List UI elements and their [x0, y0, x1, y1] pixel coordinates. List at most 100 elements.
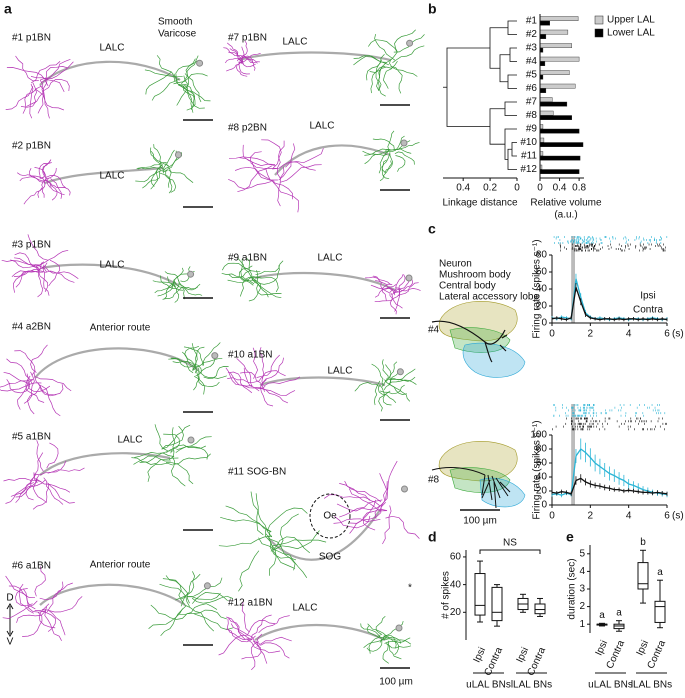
soma [174, 151, 182, 159]
neurite-arbor [238, 550, 260, 592]
group-label: lLAL BNs [511, 680, 552, 691]
neurite-arbor [170, 444, 206, 454]
neurite-trunk [254, 271, 396, 291]
neurite-arbor [162, 578, 190, 604]
neurite-arbor [168, 427, 176, 461]
neurite-arbor [193, 357, 223, 371]
neurite-arbor [389, 368, 416, 381]
neurite-arbor [17, 172, 44, 179]
bar [539, 56, 580, 62]
bar [539, 83, 576, 89]
neurite-arbor [198, 367, 206, 395]
neurite-arbor [34, 167, 47, 185]
neurite-arbor [270, 543, 308, 578]
category-label: #2 [526, 29, 538, 40]
neurite-arbor [38, 162, 52, 179]
neurite-arbor [153, 144, 164, 168]
panel-label: a [4, 1, 12, 17]
neurite-arbor [47, 482, 75, 504]
neurite-arbor [142, 170, 161, 189]
neurite-arbor [384, 152, 394, 174]
bar [539, 29, 569, 35]
neurite-trunk [259, 376, 386, 387]
neurite-arbor [150, 604, 187, 620]
neurite-arbor [389, 58, 418, 77]
neurite-arbor [378, 66, 386, 97]
neurite-arbor [176, 445, 209, 460]
dendrogram-branch [511, 142, 517, 157]
orientation-arrowheads [6, 603, 14, 637]
neurite-arbor [225, 505, 271, 533]
bar [539, 88, 547, 94]
neurite-arbor [18, 583, 34, 614]
neurite-arbor [247, 639, 281, 654]
neurite-arbor [375, 280, 399, 293]
bar [539, 169, 580, 175]
route-label: LALC [99, 171, 124, 182]
legend-label: Ipsi [640, 291, 656, 302]
neurite-arbor [159, 583, 191, 607]
neurite-arbor [13, 270, 35, 293]
neurite-arbor [263, 376, 301, 387]
neurite-arbor [395, 155, 406, 172]
y-tick-label: 60 [536, 267, 548, 278]
neurite-arbor [268, 531, 296, 569]
neurite-arbor [246, 257, 260, 285]
neurite-trunk [239, 51, 391, 62]
group-label: lLAL BNs [631, 680, 672, 691]
landmark-label: Oe [323, 511, 337, 522]
neurite-arbor [368, 634, 381, 654]
neurite-arbor [364, 154, 388, 165]
neurite-arbor [5, 86, 34, 110]
dendrogram-branch [507, 148, 517, 170]
x-tick-label: 0.2 [483, 183, 497, 194]
neurite-arbor [3, 371, 42, 385]
neurite-arbor [279, 164, 322, 183]
neurite-arbor [250, 151, 277, 169]
neurite-arbor [372, 138, 395, 150]
neurite-arbor [150, 166, 162, 190]
neurite-arbor [192, 346, 205, 371]
landmark-outline [309, 493, 351, 539]
neurite-arbor [178, 279, 198, 290]
category-label: #12 [520, 164, 537, 175]
neurite-arbor [239, 53, 261, 60]
neurite-arbor [336, 503, 382, 512]
category-label: #1 [526, 16, 538, 27]
y-tick-label: 20 [536, 486, 548, 497]
neurite-arbor [37, 177, 46, 198]
neurite-arbor [390, 65, 403, 94]
category-label: #10 [520, 137, 537, 148]
neurite-arbor [148, 608, 183, 629]
y-tick-label: 5 [579, 548, 585, 559]
neurite-arbor [197, 369, 227, 379]
neurite-arbor [379, 384, 392, 406]
neurite-arbor [228, 156, 276, 167]
neurite-arbor [381, 159, 390, 180]
neurite-arbor [37, 80, 44, 114]
legend-label: Varicose [158, 29, 197, 40]
box [534, 603, 546, 615]
category-label: #11 [521, 151, 537, 162]
neurite-arbor [178, 83, 211, 102]
bar [539, 16, 579, 22]
neurite-arbor [165, 575, 185, 605]
neurite-arbor [374, 380, 381, 406]
neurite-arbor [221, 272, 254, 286]
neurite-arbor [185, 60, 199, 89]
panel-label: c [428, 221, 436, 237]
neurite-arbor [5, 482, 35, 504]
neurite-arbor [133, 455, 171, 465]
neurite-arbor [226, 616, 252, 640]
neurite-arbor [374, 481, 388, 519]
neurite-arbor [49, 184, 71, 196]
axis-unit: (s) [672, 329, 684, 340]
scale-bar-label: 100 µm [379, 677, 413, 688]
neurite-arbor [164, 271, 180, 286]
neurite-arbor [179, 603, 218, 615]
neurite-arbor [234, 166, 278, 181]
neurite-arbor [388, 361, 398, 386]
neurite-arbor [339, 483, 382, 503]
neuron-label: #5 a1BN [12, 432, 51, 443]
